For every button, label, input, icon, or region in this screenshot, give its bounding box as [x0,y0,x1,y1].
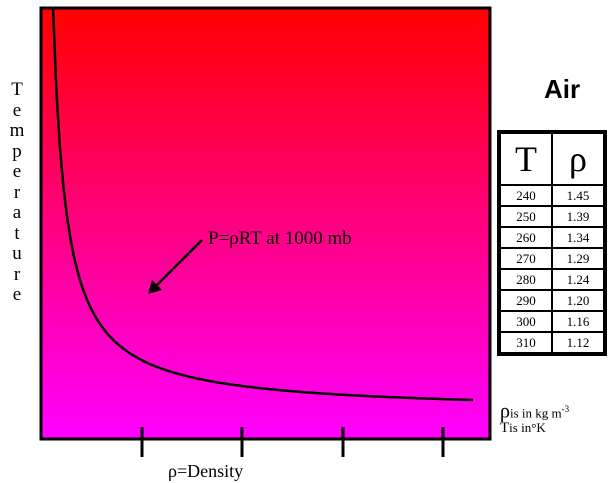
density-cell: 1.34 [552,227,604,248]
header-temperature: T [500,133,552,185]
density-cell: 1.45 [552,185,604,206]
density-unit-note: ρis in kg m-3 [500,402,610,420]
y-axis-letter: e [13,101,21,122]
y-axis-letter: r [14,183,20,204]
y-axis-letter: e [13,162,21,183]
density-cell: 1.39 [552,206,604,227]
temperature-cell: 250 [500,206,552,227]
table-row: 290 1.20 [500,290,604,311]
y-axis-letter: a [13,203,21,224]
plot-background [41,8,490,439]
table-row: 240 1.45 [500,185,604,206]
temperature-cell: 240 [500,185,552,206]
temperature-unit-note: Tis in°K [500,420,610,436]
header-density: ρ [552,133,604,185]
table-row: 300 1.16 [500,311,604,332]
density-cell: 1.29 [552,248,604,269]
temperature-cell: 260 [500,227,552,248]
table-title: Air [522,74,602,105]
y-axis-letter: p [12,142,22,163]
table-header-row: T ρ [500,133,604,185]
curve-annotation: P=ρRT at 1000 mb [208,228,352,249]
temperature-cell: 270 [500,248,552,269]
table-row: 280 1.24 [500,269,604,290]
temperature-cell: 290 [500,290,552,311]
density-cell: 1.16 [552,311,604,332]
density-cell: 1.24 [552,269,604,290]
temperature-cell: 280 [500,269,552,290]
y-axis-letter: e [13,285,21,306]
y-axis-letter: r [14,265,20,286]
temperature-cell: 310 [500,332,552,353]
temperature-cell: 300 [500,311,552,332]
table-row: 250 1.39 [500,206,604,227]
units-notes: ρis in kg m-3 Tis in°K [500,402,610,436]
table-row: 260 1.34 [500,227,604,248]
x-axis-label: ρ=Density [168,461,243,481]
density-cell: 1.20 [552,290,604,311]
table-row: 270 1.29 [500,248,604,269]
y-axis-letter: u [12,244,22,265]
table-row: 310 1.12 [500,332,604,353]
density-cell: 1.12 [552,332,604,353]
y-axis-letter: t [14,224,19,245]
air-density-table: T ρ 240 1.45 250 1.39 260 1.34 270 1.29 280 1.24 2… [497,130,607,356]
y-axis-letter: m [10,121,25,142]
y-axis-letter: T [11,80,23,101]
